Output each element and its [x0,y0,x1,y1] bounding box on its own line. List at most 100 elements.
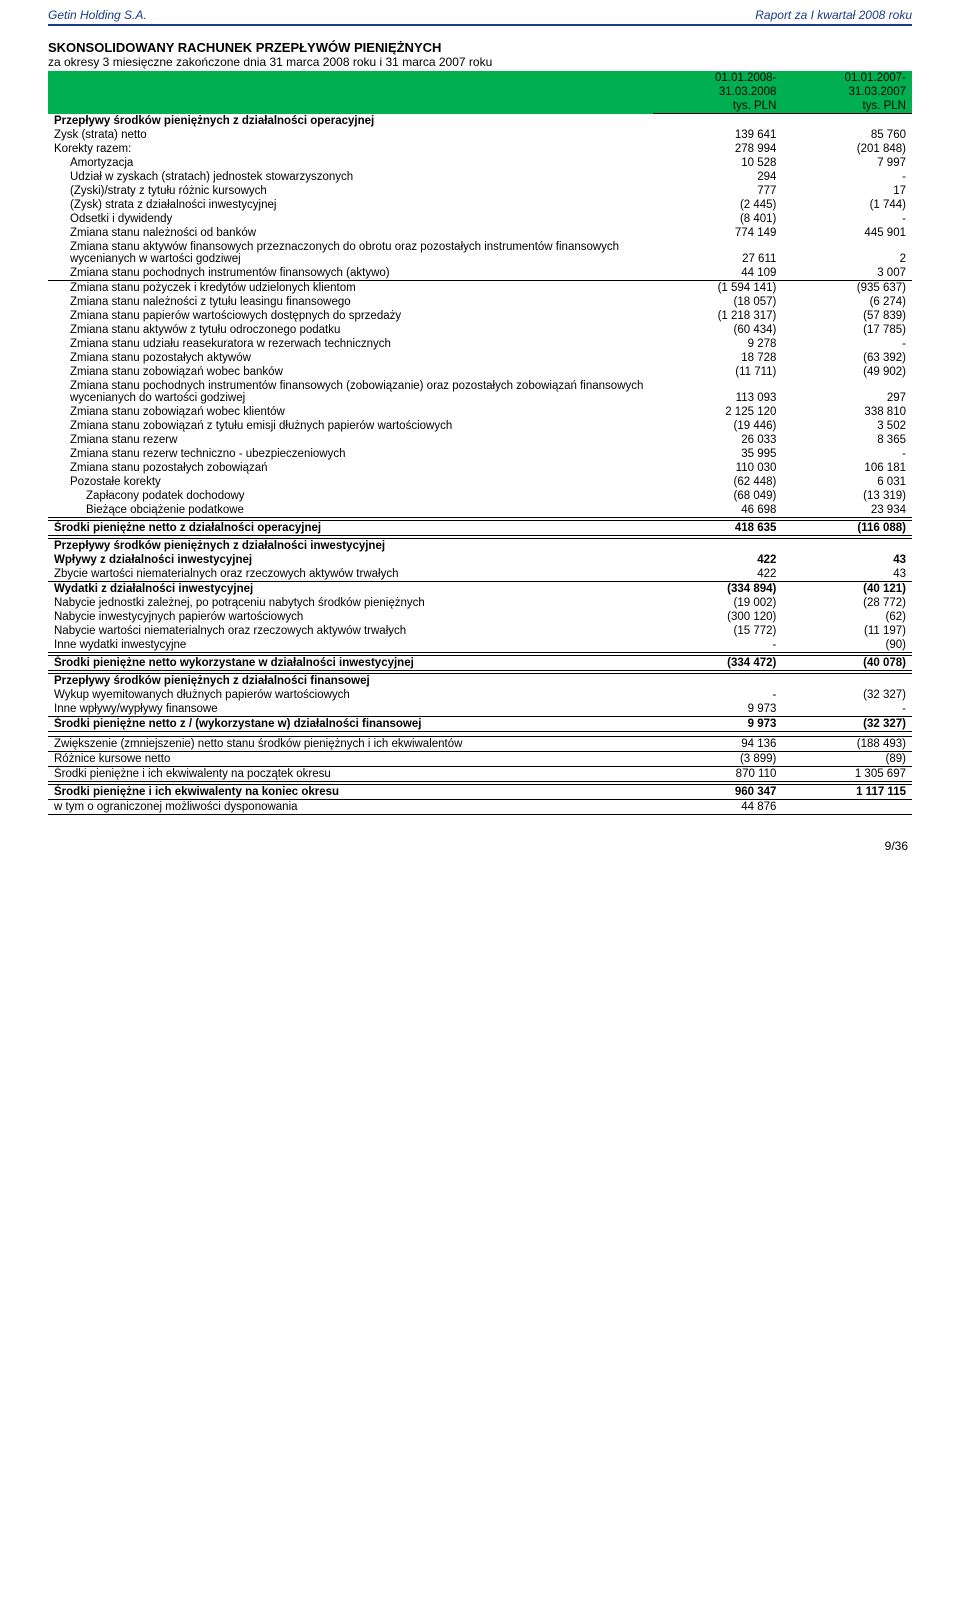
table-row: Zysk (strata) netto139 64185 760 [48,128,912,142]
row-value-col2: 2 [782,240,912,266]
total-row: Środki pieniężne netto z / (wykorzystane… [48,716,912,731]
row-value-col2: (49 902) [782,365,912,379]
table-row: Środki pieniężne i ich ekwiwalenty na po… [48,766,912,781]
total-row: Środki pieniężne i ich ekwiwalenty na ko… [48,784,912,799]
row-value-col1: (334 472) [653,655,783,670]
row-label: Nabycie jednostki zależnej, po potrąceni… [48,596,653,610]
row-value-col1: (11 711) [653,365,783,379]
row-value-col1: 774 149 [653,226,783,240]
row-label: Różnice kursowe netto [48,751,653,766]
row-value-col2: (6 274) [782,295,912,309]
row-value-col2: (89) [782,751,912,766]
row-label: Korekty razem: [48,142,653,156]
row-value-col1: 110 030 [653,461,783,475]
row-label: Zmiana stanu należności z tytułu leasing… [48,295,653,309]
row-label: Zmiana stanu udziału reasekuratora w rez… [48,337,653,351]
col-header-row-2: 31.03.2008 31.03.2007 [48,85,912,99]
cashflow-table: 01.01.2008- 01.01.2007- 31.03.2008 31.03… [48,71,912,815]
table-row: Różnice kursowe netto(3 899)(89) [48,751,912,766]
table-row: Zmiana stanu pozostałych zobowiązań110 0… [48,461,912,475]
section-heading-row: Przepływy środków pieniężnych z działaln… [48,538,912,553]
table-row: Amortyzacja10 5287 997 [48,156,912,170]
row-value-col2: 43 [782,553,912,567]
total-row: Środki pieniężne netto z działalności op… [48,520,912,535]
row-value-col1: (60 434) [653,323,783,337]
table-row: Zmiana stanu pozostałych aktywów18 728(6… [48,351,912,365]
row-value-col1: 35 995 [653,447,783,461]
row-value-col2: - [782,702,912,717]
table-row: Odsetki i dywidendy(8 401)- [48,212,912,226]
row-value-col1: 27 611 [653,240,783,266]
row-value-col1: (3 899) [653,751,783,766]
row-value-col1: 46 698 [653,503,783,518]
row-value-col2: - [782,212,912,226]
row-label: Zmiana stanu papierów wartościowych dost… [48,309,653,323]
row-label: Zmiana stanu rezerw techniczno - ubezpie… [48,447,653,461]
section-heading-row: Przepływy środków pieniężnych z działaln… [48,673,912,688]
table-row: Zmiana stanu pochodnych instrumentów fin… [48,266,912,281]
row-value-col1: 113 093 [653,379,783,405]
total-row: Środki pieniężne netto wykorzystane w dz… [48,655,912,670]
table-row: Zmiana stanu zobowiązań wobec banków(11 … [48,365,912,379]
row-value-col2: (11 197) [782,624,912,638]
row-value-col2: 6 031 [782,475,912,489]
row-value-col1: 44 109 [653,266,783,281]
row-label: Zmiana stanu zobowiązań wobec klientów [48,405,653,419]
section-heading: Przepływy środków pieniężnych z działaln… [48,673,653,688]
row-label: Zmiana stanu pożyczek i kredytów udzielo… [48,280,653,295]
row-value-col1: 9 973 [653,702,783,717]
row-label: Inne wpływy/wypływy finansowe [48,702,653,717]
table-row: Zmiana stanu należności od banków774 149… [48,226,912,240]
table-row: Inne wpływy/wypływy finansowe9 973- [48,702,912,717]
page-subtitle: za okresy 3 miesięczne zakończone dnia 3… [48,55,912,69]
row-value-col1: (19 002) [653,596,783,610]
table-row: (Zysk) strata z działalności inwestycyjn… [48,198,912,212]
table-row: Zmiana stanu zobowiązań z tytułu emisji … [48,419,912,433]
row-value-col2: 1 305 697 [782,766,912,781]
row-value-col2: (17 785) [782,323,912,337]
row-value-col2: (90) [782,638,912,653]
col2-period-end: 31.03.2007 [782,85,912,99]
col1-period-end: 31.03.2008 [653,85,783,99]
row-label: Nabycie inwestycyjnych papierów wartości… [48,610,653,624]
row-value-col2: 3 502 [782,419,912,433]
table-row: Pozostałe korekty(62 448)6 031 [48,475,912,489]
row-value-col1: (19 446) [653,419,783,433]
row-value-col1: 44 876 [653,799,783,814]
page: Getin Holding S.A. Raport za I kwartał 2… [0,0,960,873]
row-label: Wydatki z działalności inwestycyjnej [48,581,653,596]
row-value-col1: 278 994 [653,142,783,156]
col-header-row-1: 01.01.2008- 01.01.2007- [48,71,912,85]
row-value-col2: (62) [782,610,912,624]
row-value-col2: (40 078) [782,655,912,670]
row-value-col2: (57 839) [782,309,912,323]
row-value-col2: 3 007 [782,266,912,281]
row-label: Zwiększenie (zmniejszenie) netto stanu ś… [48,736,653,751]
row-value-col2: (13 319) [782,489,912,503]
row-value-col2: 338 810 [782,405,912,419]
col2-period-start: 01.01.2007- [782,71,912,85]
row-value-col1: 418 635 [653,520,783,535]
table-row: Udział w zyskach (stratach) jednostek st… [48,170,912,184]
table-row: Zmiana stanu rezerw techniczno - ubezpie… [48,447,912,461]
row-label: Środki pieniężne i ich ekwiwalenty na ko… [48,784,653,799]
row-label: (Zyski)/straty z tytułu różnic kursowych [48,184,653,198]
row-value-col2 [782,799,912,814]
row-value-col2: 445 901 [782,226,912,240]
row-value-col2: (40 121) [782,581,912,596]
row-value-col2: 297 [782,379,912,405]
row-value-col1: (18 057) [653,295,783,309]
table-row: Bieżące obciążenie podatkowe46 69823 934 [48,503,912,518]
row-value-col2: (32 327) [782,688,912,702]
table-row: Zmiana stanu pochodnych instrumentów fin… [48,379,912,405]
row-label: Zmiana stanu pozostałych aktywów [48,351,653,365]
section-heading: Przepływy środków pieniężnych z działaln… [48,114,653,128]
table-row: Zmiana stanu udziału reasekuratora w rez… [48,337,912,351]
row-label: Zmiana stanu aktywów finansowych przezna… [48,240,653,266]
page-title: SKONSOLIDOWANY RACHUNEK PRZEPŁYWÓW PIENI… [48,40,912,55]
table-row: Zmiana stanu rezerw26 0338 365 [48,433,912,447]
row-label: Inne wydatki inwestycyjne [48,638,653,653]
row-value-col1: - [653,688,783,702]
row-label: Udział w zyskach (stratach) jednostek st… [48,170,653,184]
table-row: Zmiana stanu zobowiązań wobec klientów2 … [48,405,912,419]
